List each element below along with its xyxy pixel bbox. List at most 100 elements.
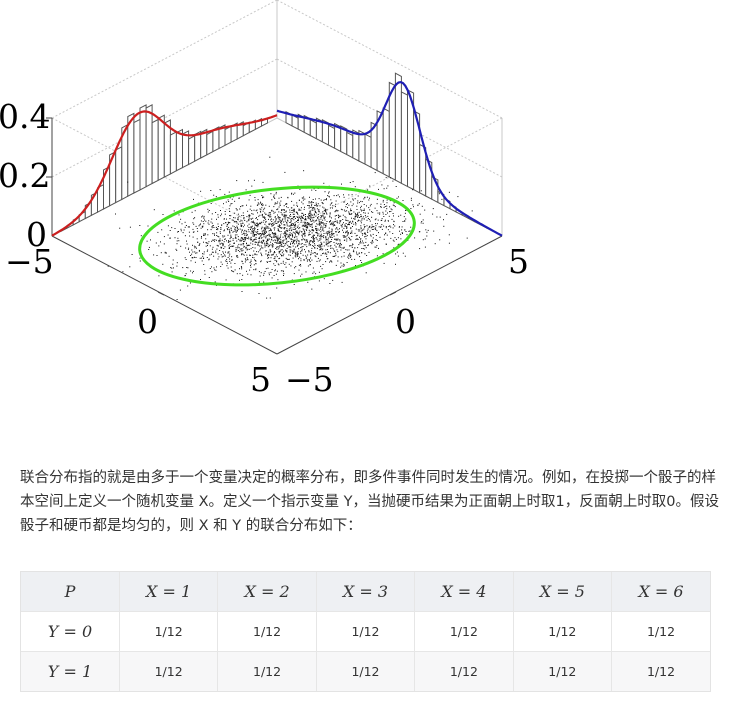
scatter-point [322, 253, 323, 255]
scatter-point [295, 266, 297, 268]
scatter-point [320, 238, 322, 240]
scatter-point [410, 226, 412, 228]
scatter-point [246, 245, 248, 247]
scatter-point [438, 193, 440, 195]
scatter-point [295, 230, 297, 232]
scatter-point [308, 215, 310, 216]
scatter-point [280, 200, 282, 202]
scatter-point [372, 233, 374, 235]
scatter-point [291, 233, 293, 235]
scatter-point [279, 204, 281, 206]
scatter-point [203, 215, 205, 217]
scatter-point [241, 253, 243, 255]
scatter-point [226, 225, 228, 227]
scatter-point [139, 260, 141, 262]
scatter-point [361, 262, 363, 263]
scatter-point [257, 224, 258, 226]
scatter-point [315, 212, 317, 214]
scatter-point [291, 223, 292, 225]
scatter-point [257, 202, 259, 204]
scatter-point [228, 222, 230, 223]
scatter-point [324, 199, 326, 200]
scatter-point [342, 223, 343, 225]
scatter-point [225, 251, 226, 253]
scatter-point [380, 203, 382, 205]
scatter-point [306, 239, 308, 241]
scatter-point [335, 252, 337, 254]
scatter-point [270, 271, 272, 273]
scatter-point [314, 209, 316, 211]
scatter-point [311, 219, 313, 221]
scatter-point [291, 193, 292, 195]
scatter-point [383, 188, 385, 190]
scatter-point [302, 218, 304, 219]
scatter-point [274, 216, 276, 218]
scatter-point [275, 242, 277, 244]
scatter-point [363, 245, 365, 247]
scatter-point [293, 224, 294, 226]
scatter-point [319, 238, 321, 240]
scatter-point [340, 208, 342, 210]
scatter-point [385, 232, 387, 234]
scatter-point [217, 228, 219, 229]
scatter-point [290, 224, 292, 226]
scatter-point [361, 210, 362, 212]
scatter-point [270, 260, 272, 262]
scatter-point [298, 217, 300, 219]
scatter-point [360, 238, 362, 240]
scatter-point [280, 253, 282, 255]
scatter-point [206, 250, 208, 252]
scatter-point [332, 221, 334, 223]
scatter-point [284, 232, 286, 234]
scatter-point [180, 245, 182, 247]
scatter-point [296, 202, 298, 204]
scatter-point [241, 220, 243, 222]
scatter-point [330, 203, 332, 205]
scatter-point [328, 230, 330, 232]
scatter-point [234, 234, 236, 236]
scatter-point [304, 232, 306, 234]
scatter-point [231, 198, 233, 200]
scatter-point [219, 238, 221, 240]
scatter-point [279, 242, 281, 244]
scatter-point [300, 217, 302, 219]
scatter-point [330, 260, 332, 262]
scatter-point [303, 214, 305, 216]
scatter-point [218, 241, 220, 243]
scatter-point [386, 187, 388, 189]
scatter-point [195, 246, 197, 248]
scatter-point [357, 202, 359, 204]
scatter-point [308, 250, 310, 252]
scatter-point [193, 231, 195, 233]
scatter-point [292, 193, 294, 195]
scatter-point [400, 233, 402, 235]
scatter-point [167, 234, 169, 236]
scatter-point [257, 204, 259, 206]
scatter-point [395, 186, 397, 187]
scatter-point [392, 227, 394, 229]
scatter-point [344, 224, 346, 226]
scatter-point [278, 248, 280, 250]
scatter-point [310, 211, 312, 213]
scatter-point [300, 258, 302, 260]
scatter-point [274, 270, 276, 272]
scatter-point [270, 219, 272, 221]
scatter-point [233, 230, 235, 232]
scatter-point [300, 265, 302, 267]
scatter-point [309, 196, 310, 198]
scatter-point [268, 272, 270, 274]
table-cell: 1/12 [119, 611, 219, 652]
scatter-point [298, 219, 299, 221]
scatter-point [351, 236, 353, 237]
scatter-point [443, 219, 444, 221]
scatter-point [223, 223, 225, 225]
scatter-point [319, 222, 321, 224]
scatter-point [179, 221, 181, 223]
scatter-point [365, 216, 367, 218]
scatter-point [264, 212, 266, 214]
scatter-point [281, 227, 283, 229]
scatter-point [298, 241, 300, 243]
scatter-point [290, 226, 292, 228]
scatter-point [166, 252, 167, 254]
scatter-point [270, 254, 272, 256]
